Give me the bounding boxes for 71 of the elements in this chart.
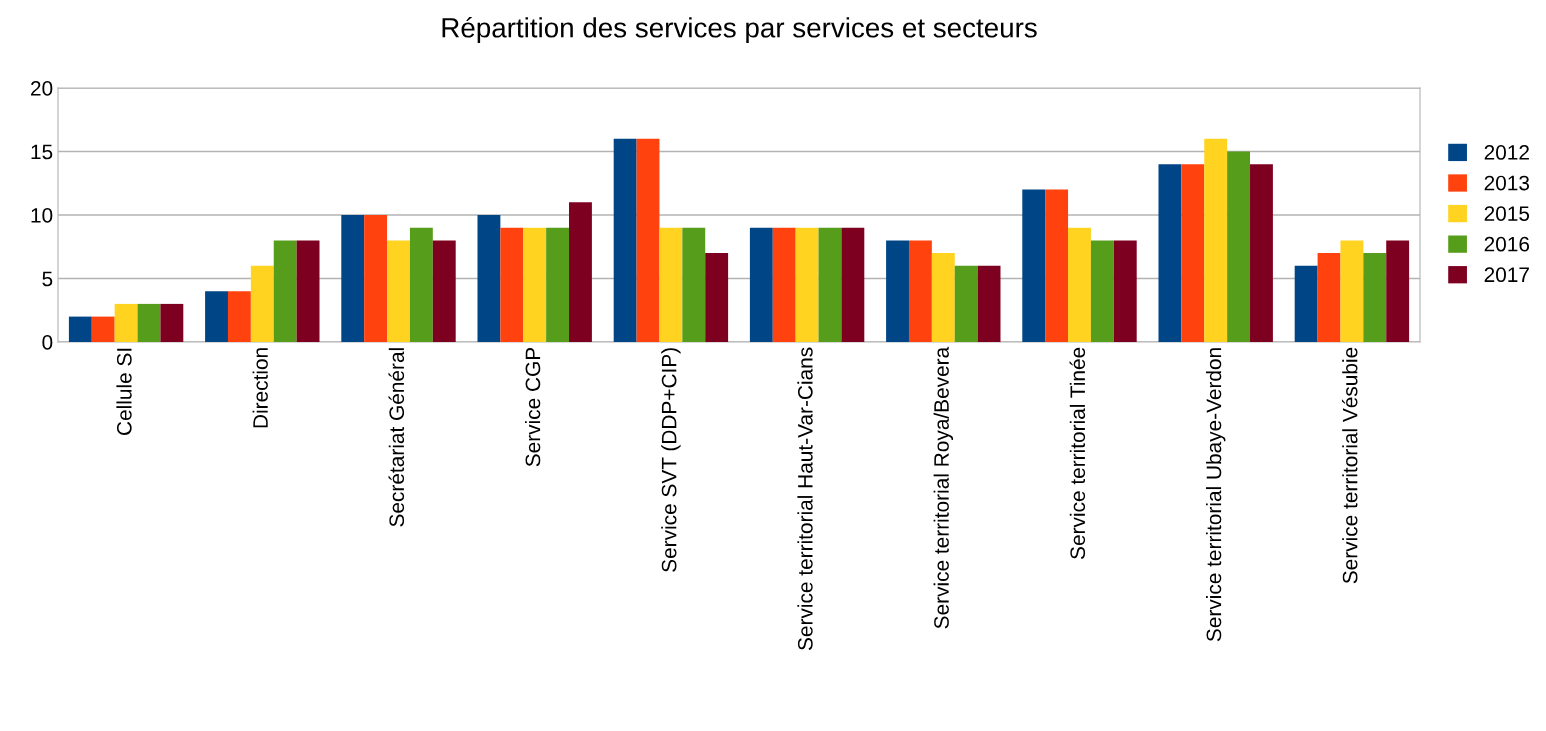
bar: [1022, 189, 1046, 342]
bar: [1045, 189, 1069, 342]
x-tick-label: Service territorial Vésubie: [1341, 347, 1358, 584]
chart-title: Répartition des services par services et secteurs: [442, 16, 1037, 44]
y-tick-label: 10: [31, 208, 53, 223]
bar: [1113, 240, 1137, 342]
bar: [1294, 265, 1318, 342]
y-tick-label: 0: [42, 335, 53, 350]
bar: [749, 227, 773, 342]
bar: [841, 227, 865, 342]
bar: [227, 291, 251, 342]
bar: [931, 253, 955, 342]
bar: [546, 227, 570, 342]
x-tick-label: Service SVT (DDP+CIP): [661, 348, 681, 572]
bar: [1363, 253, 1387, 342]
bar: [1090, 240, 1114, 342]
bar: [364, 215, 388, 342]
bar: [1386, 240, 1410, 342]
bar: [1181, 164, 1205, 342]
x-tick-label: Service CGP: [524, 347, 541, 467]
legend-label: 2017: [1484, 267, 1529, 283]
bar: [705, 253, 729, 342]
bar: [818, 227, 842, 342]
bar: [682, 227, 706, 342]
bar: [1068, 227, 1091, 342]
bar: [569, 202, 592, 342]
bar: [523, 227, 547, 342]
x-tick-label: Service territorial Roya/Bevera: [933, 346, 954, 629]
legend-label: 2016: [1484, 236, 1530, 252]
bar: [659, 227, 683, 342]
legend-label: 2013: [1484, 175, 1530, 191]
bar: [954, 265, 978, 342]
legend-label: 2015: [1484, 206, 1530, 221]
bar: [1227, 151, 1251, 342]
bar: [636, 138, 660, 342]
bar: [477, 215, 501, 342]
x-tick-label: Cellule SI: [116, 348, 132, 435]
bar: [886, 240, 909, 342]
bar: [432, 240, 456, 342]
y-tick-label: 20: [31, 81, 53, 96]
legend-label: 2012: [1484, 145, 1529, 160]
bar: [977, 265, 1001, 342]
bar: [137, 303, 161, 342]
bar: [613, 138, 637, 342]
x-tick-label: Service territorial Tinée: [1069, 347, 1086, 559]
bar: [250, 265, 274, 342]
x-tick-label: Secrétariat Général: [388, 348, 405, 527]
bar: [160, 303, 184, 342]
bar: [1158, 164, 1182, 342]
bar: [1340, 240, 1364, 342]
bar: [1317, 253, 1341, 342]
bar: [795, 227, 819, 342]
bar: [908, 240, 932, 342]
bar: [341, 215, 365, 342]
bar: [772, 227, 796, 342]
y-tick-label: 15: [31, 144, 53, 160]
bar: [296, 240, 320, 342]
bar: [273, 240, 297, 342]
bar: [91, 316, 115, 342]
bar: [68, 316, 92, 342]
x-tick-label: Service territorial Haut-Var-Cians: [797, 347, 813, 651]
x-tick-label: Service territorial Ubaye-Verdon: [1205, 348, 1226, 642]
bar: [1204, 138, 1228, 342]
bar: [114, 303, 138, 342]
bar: [387, 240, 410, 342]
bar: [1250, 164, 1273, 342]
x-tick-label: Direction: [252, 348, 268, 428]
bar: [205, 291, 228, 342]
bar: [500, 227, 524, 342]
bar: [409, 227, 433, 342]
y-tick-label: 5: [42, 271, 53, 287]
